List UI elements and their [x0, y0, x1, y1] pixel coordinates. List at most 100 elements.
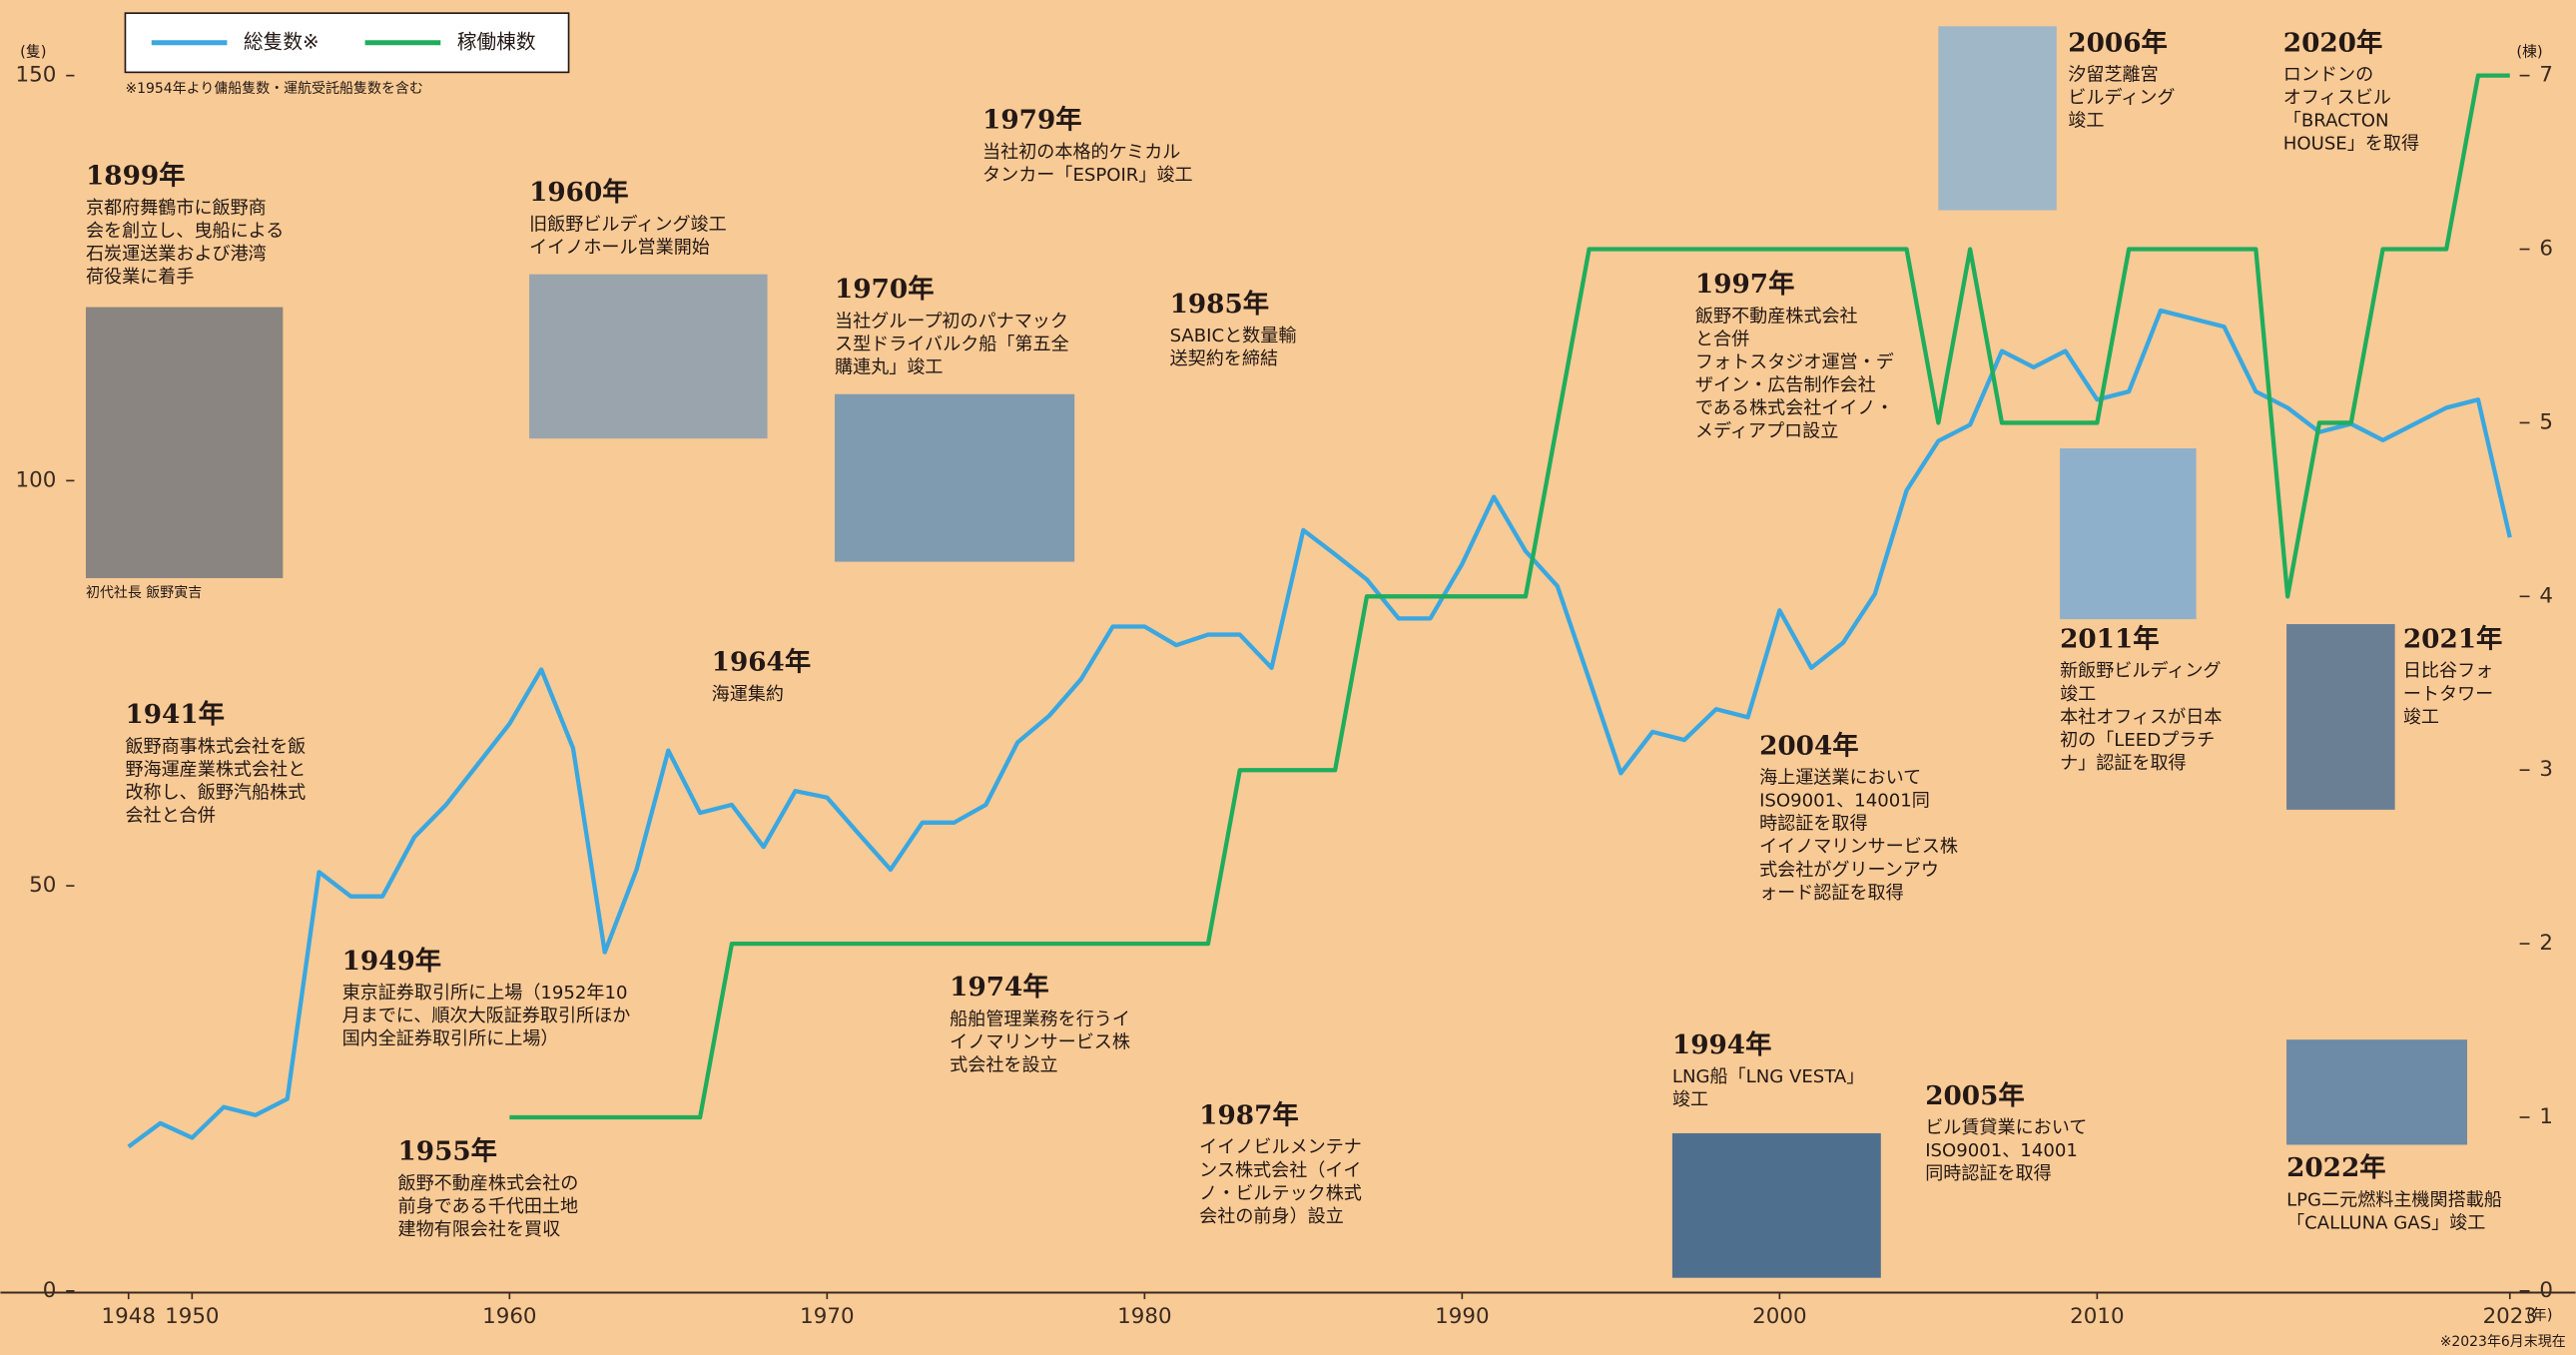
y-axis-label: (隻) [20, 44, 46, 61]
x-tick-label: 2023 [2483, 1304, 2537, 1329]
annotation-text: ス型ドライバルク船「第五全 [835, 334, 1069, 354]
annotation-year: 2006年 [2068, 27, 2168, 58]
annotation-year: 1899年 [86, 161, 186, 192]
x-tick-label: 1950 [165, 1304, 219, 1329]
annotation-text: 会社の前身）設立 [1199, 1206, 1344, 1227]
x-tick-label: 1948 [102, 1304, 156, 1329]
annotation-year: 2011年 [2060, 623, 2160, 654]
annotation-text: 同時認証を取得 [1925, 1163, 2052, 1184]
annotation-text: LNG船「LNG VESTA」 [1672, 1066, 1864, 1087]
annotation-text: 日比谷フォ [2403, 661, 2493, 682]
photo [2060, 448, 2197, 620]
annotation-text: 旧飯野ビルディング竣工 [529, 214, 727, 235]
x-axis-label: (年) [2526, 1307, 2552, 1324]
annotation-text: 会社と合併 [125, 805, 215, 826]
annotation-text: 当社初の本格的ケミカル [982, 142, 1180, 163]
annotation-text: ォード認証を取得 [1759, 883, 1904, 904]
annotation-text: 新飯野ビルディング [2060, 661, 2221, 682]
annotation-text: 本社オフィスが日本 [2060, 707, 2222, 728]
annotation-text: 会を創立し、曳船による [86, 221, 284, 242]
annotation-year: 2021年 [2403, 623, 2503, 654]
annotation-text: オフィスビル [2283, 88, 2391, 109]
annotation-text: ISO9001、14001 [1925, 1140, 2078, 1161]
annotation-year: 1949年 [342, 946, 442, 977]
photo [529, 274, 768, 439]
annotation-text: フォトスタジオ運営・デ [1695, 352, 1894, 373]
annotation-text: 式会社がグリーンアウ [1759, 860, 1939, 881]
annotation-text: 竣工 [2060, 684, 2096, 705]
y-tick-label: 100 [16, 467, 57, 492]
series-line [509, 73, 2510, 1120]
x-tick-label: 2010 [2070, 1304, 2124, 1329]
note: ※1954年より傭船隻数・運航受託船隻数を含む [125, 81, 422, 97]
annotation-year: 2005年 [1925, 1080, 2025, 1111]
annotation-text: 「BRACTON [2283, 111, 2389, 132]
annotation-text: 式会社を設立 [950, 1055, 1057, 1076]
annotation-text: 飯野商事株式会社を飯 [125, 736, 306, 757]
annotation-text: 石炭運送業および港湾 [86, 244, 267, 265]
annotation-text: ロンドンの [2283, 65, 2373, 86]
y-tick-label: 0 [43, 1278, 57, 1303]
y2-tick-label: 5 [2539, 409, 2553, 434]
annotation-text: 東京証券取引所に上場（1952年10 [342, 983, 628, 1004]
annotation-year: 2022年 [2286, 1152, 2386, 1183]
annotation-text: 海運集約 [712, 684, 784, 705]
annotation-year: 1964年 [712, 647, 812, 678]
x-tick-label: 1970 [800, 1304, 854, 1329]
annotation-year: 1941年 [125, 699, 225, 730]
annotation-text: と合併 [1695, 329, 1749, 349]
photo-caption: 初代社長 飯野寅吉 [86, 584, 202, 601]
annotation-text: 海上運送業において [1759, 768, 1921, 789]
x-tick-label: 1990 [1435, 1304, 1489, 1329]
annotation-text: 建物有限会社を買収 [397, 1219, 560, 1240]
y2-tick-label: 7 [2539, 63, 2553, 88]
photo [1938, 26, 2057, 211]
annotation-text: である株式会社イイノ・ [1695, 398, 1894, 419]
y2-axis-label: (棟) [2516, 44, 2542, 61]
annotation-text: ザイン・広告制作会社 [1695, 375, 1876, 396]
annotation-text: ビルディング [2068, 88, 2175, 109]
y2-tick-label: 0 [2539, 1278, 2553, 1303]
annotation-text: 竣工 [1672, 1089, 1708, 1110]
annotation-year: 1960年 [529, 177, 628, 208]
legend-label: 稼働棟数 [457, 30, 536, 53]
annotation-text: SABICと数量輸 [1170, 326, 1297, 346]
legend-label: 総隻数※ [244, 30, 320, 53]
annotation-text: ビル賃貸業において [1925, 1117, 2087, 1138]
annotation-year: 1994年 [1672, 1029, 1772, 1060]
annotation-text: LPG二元燃料主機関搭載船 [2286, 1189, 2502, 1210]
annotation-text: ナ」認証を取得 [2060, 753, 2187, 774]
annotation-year: 1955年 [397, 1136, 497, 1167]
annotation-text: 竣工 [2068, 111, 2104, 132]
photo [2286, 1039, 2468, 1145]
annotation-year: 1979年 [982, 105, 1081, 136]
annotation-text: 初の「LEEDプラチ [2060, 730, 2215, 751]
photo [85, 307, 284, 578]
y2-tick-label: 4 [2539, 583, 2553, 608]
annotation-text: イイノホール営業開始 [529, 237, 710, 258]
photo [835, 393, 1075, 562]
annotation-text: 改称し、飯野汽船株式 [125, 782, 306, 803]
annotation-year: 2004年 [1759, 730, 1859, 761]
annotation-text: 船舶管理業務を行うイ [950, 1009, 1130, 1029]
annotation-year: 1987年 [1199, 1099, 1299, 1130]
note: ※2023年6月末現在 [2440, 1334, 2566, 1350]
y2-tick-label: 3 [2539, 757, 2553, 782]
x-tick-label: 2000 [1752, 1304, 1806, 1329]
annotation-text: イイノマリンサービス株 [1759, 837, 1958, 858]
annotation-year: 1985年 [1170, 289, 1270, 320]
annotation-text: 汐留芝離宮 [2068, 65, 2158, 86]
annotation-text: 竣工 [2403, 707, 2439, 728]
annotation-text: メディアプロ設立 [1695, 421, 1838, 442]
annotation-text: 京都府舞鶴市に飯野商 [86, 198, 267, 219]
y-tick-label: 150 [16, 63, 57, 88]
annotation-text: 飯野不動産株式会社 [1695, 306, 1858, 327]
y2-tick-label: 1 [2539, 1104, 2553, 1129]
annotation-text: 「CALLUNA GAS」竣工 [2286, 1212, 2485, 1233]
annotation-text: 購連丸」竣工 [835, 356, 943, 377]
annotation-text: ノ・ビルテック株式 [1199, 1183, 1362, 1204]
annotation-text: 荷役業に着手 [86, 267, 194, 288]
annotation-text: ートタワー [2403, 684, 2493, 705]
